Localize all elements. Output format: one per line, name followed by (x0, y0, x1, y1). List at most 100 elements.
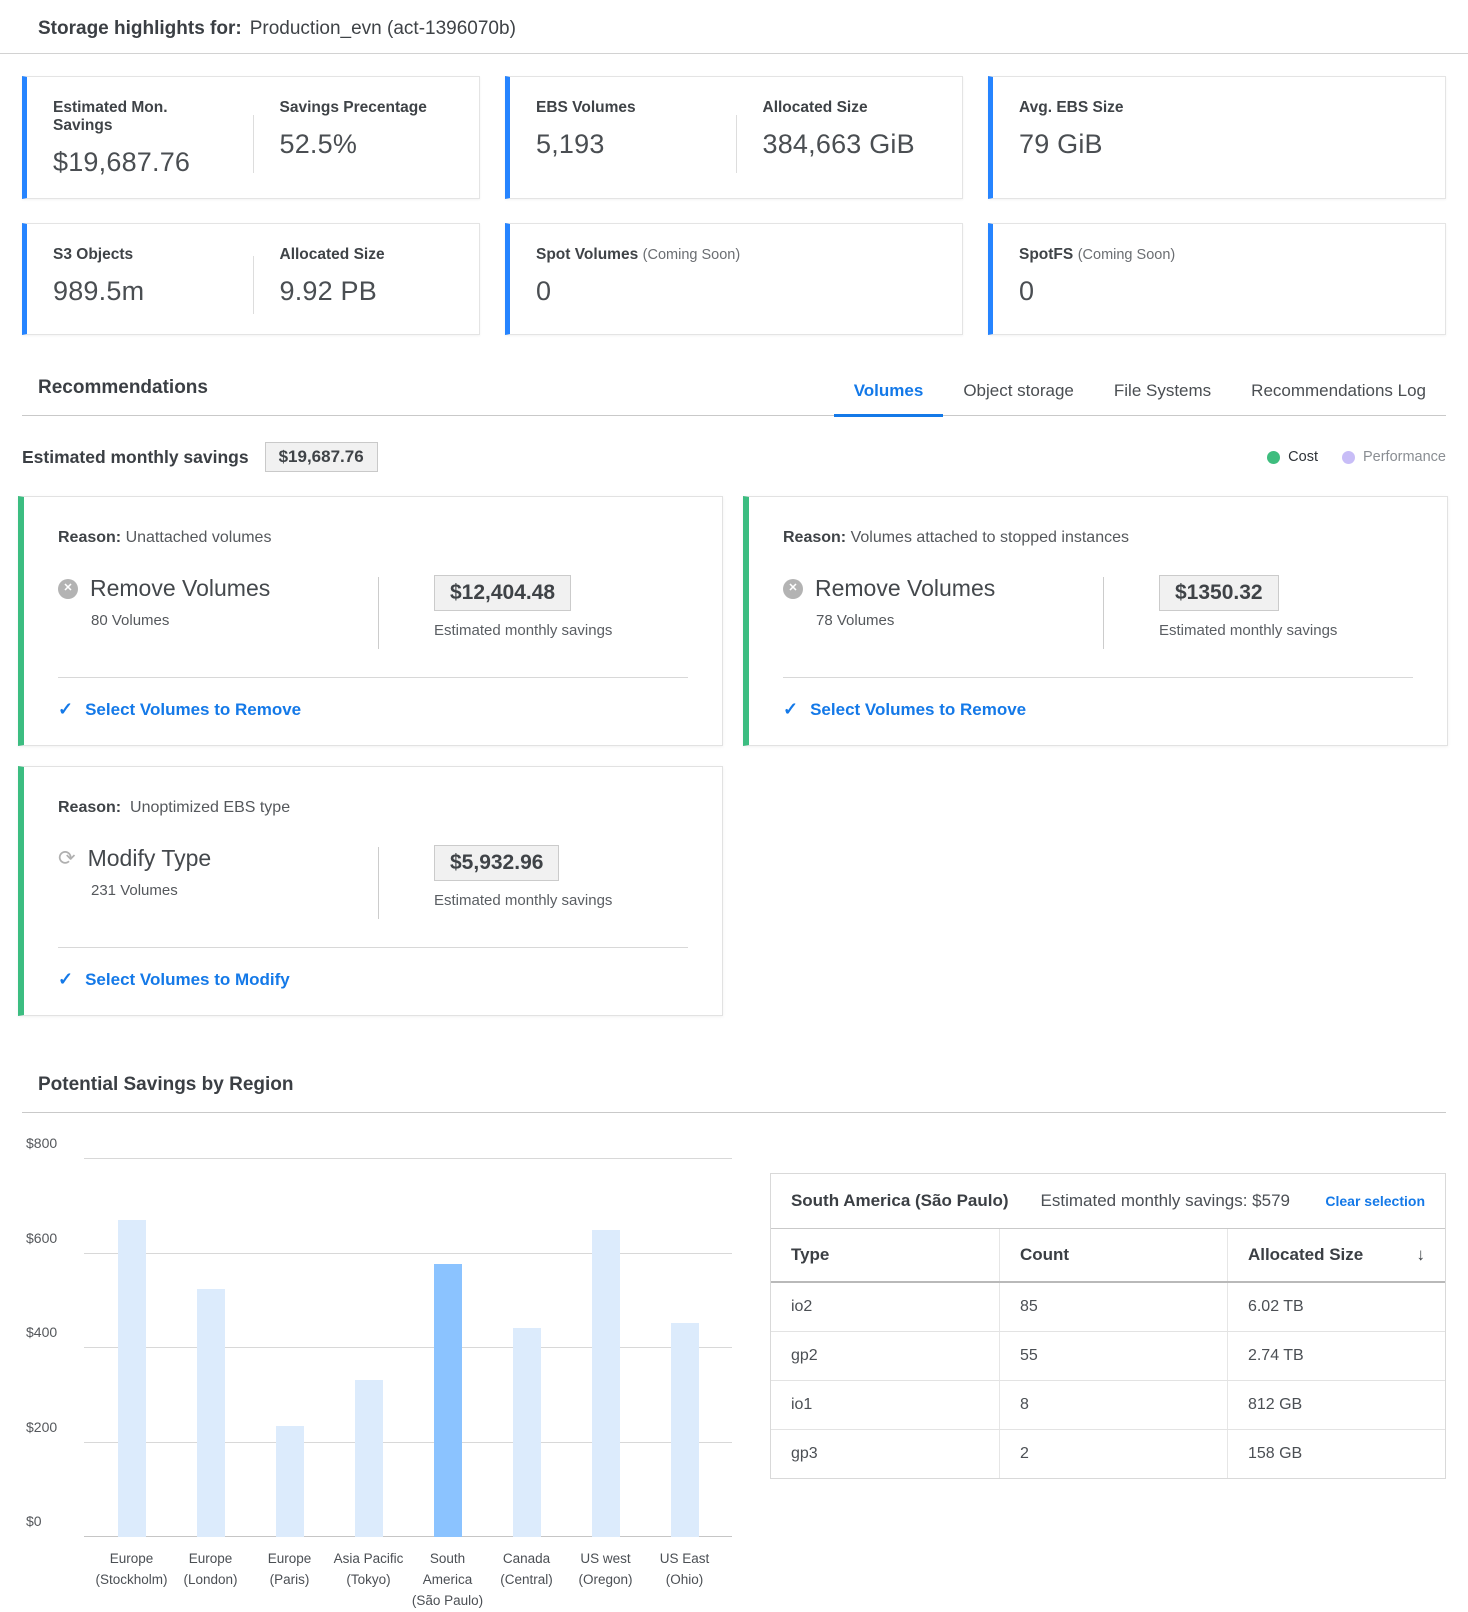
metric-est-mon-savings: Estimated Mon. Savings $19,687.76 (53, 99, 191, 177)
chart-y-tick: $400 (26, 1324, 58, 1340)
remove-circle-icon: ✕ (58, 578, 78, 599)
chart-bar[interactable] (250, 1159, 329, 1537)
tab-recommendations-log[interactable]: Recommendations Log (1251, 381, 1426, 400)
clear-selection-link[interactable]: Clear selection (1325, 1193, 1425, 1209)
metric-avg-ebs-size: Avg. EBS Size 79 GiB (1019, 99, 1124, 159)
tab-volumes[interactable]: Volumes (833, 371, 944, 417)
cost-dot-icon (1267, 450, 1281, 464)
chart-x-tick: Europe (London) (183, 1551, 238, 1587)
reason-text: Unattached volumes (125, 529, 272, 546)
region-detail-table: South America (São Paulo) Estimated mont… (769, 1173, 1446, 1479)
reason-text: Volumes attached to stopped instances (850, 529, 1129, 546)
savings-badge: $12,404.48 (434, 575, 572, 611)
select-volumes-remove-link[interactable]: ✓ Select Volumes to Remove (58, 699, 302, 719)
chart-bar[interactable] (487, 1159, 566, 1537)
metric-s3-objects: S3 Objects 989.5m (53, 246, 145, 306)
table-region-savings: Estimated monthly savings: $579 (1040, 1191, 1290, 1210)
chart-bar[interactable] (408, 1159, 487, 1537)
tab-file-systems[interactable]: File Systems (1113, 381, 1212, 400)
table-row: gp2 55 2.74 TB (770, 1332, 1445, 1381)
account-name: Production_evn (act-1396070b) (249, 18, 516, 39)
reason-label: Reason: (58, 799, 122, 816)
chart-bars (84, 1159, 732, 1537)
recommendation-cards: Reason: Unattached volumes ✕ Remove Volu… (18, 496, 1450, 746)
card-avg-ebs-size: Avg. EBS Size 79 GiB (988, 76, 1446, 199)
reason-label: Reason: (58, 529, 122, 546)
chart-bar[interactable] (329, 1159, 408, 1537)
chart-y-tick: $200 (26, 1418, 58, 1435)
rec-card-unattached: Reason: Unattached volumes ✕ Remove Volu… (18, 496, 723, 746)
chart-y-tick: $800 (26, 1135, 58, 1151)
volume-count: 231 Volumes (91, 882, 178, 899)
bar-fill (354, 1379, 383, 1537)
tab-object-storage[interactable]: Object storage (963, 381, 1074, 400)
table-region-title: South America (São Paulo) (790, 1191, 1009, 1210)
reason-label: Reason: (783, 529, 847, 546)
chart-gridline (84, 1347, 732, 1348)
metric-ebs-volumes: EBS Volumes 5,193 (536, 99, 636, 159)
chart-bar[interactable] (92, 1159, 171, 1537)
volume-count: 78 Volumes (816, 612, 895, 629)
bar-fill (591, 1229, 620, 1537)
action-title: Remove Volumes (90, 575, 271, 601)
chart-x-tick: US west (Oregon) (578, 1551, 633, 1587)
card-s3-objects: S3 Objects 989.5m Allocated Size 9.92 PB (22, 223, 480, 335)
rec-card-unoptimized-type: Reason: Unoptimized EBS type ⟳ Modify Ty… (18, 766, 723, 1016)
card-divider (1103, 577, 1104, 649)
summary-savings-badge: $19,687.76 (264, 442, 378, 472)
table-row: io1 8 812 GB (770, 1381, 1445, 1430)
metric-s3-allocated-size: Allocated Size 9.92 PB (279, 246, 385, 306)
check-icon: ✓ (58, 699, 74, 719)
performance-dot-icon (1341, 450, 1355, 464)
metric-divider (252, 114, 254, 173)
modify-refresh-icon: ⟳ (58, 847, 76, 870)
chart-x-tick: Canada (Central) (500, 1551, 553, 1587)
volume-count: 80 Volumes (91, 612, 170, 629)
rec-card-stopped-instances: Reason: Volumes attached to stopped inst… (743, 496, 1448, 746)
summary-label: Estimated monthly savings (22, 446, 249, 467)
action-title: Remove Volumes (815, 575, 996, 601)
chart-gridline (84, 1252, 732, 1254)
coming-soon-label: (Coming Soon) (1077, 247, 1176, 263)
page-header: Storage highlights for: Production_evn (a… (0, 0, 1468, 53)
card-spotfs: SpotFS (Coming Soon) 0 (988, 223, 1446, 335)
savings-caption: Estimated monthly savings (1159, 622, 1338, 639)
sort-desc-icon[interactable]: ↓ (1416, 1245, 1426, 1264)
region-section-divider (22, 1112, 1446, 1113)
bar-fill (117, 1220, 146, 1537)
metric-spotfs: SpotFS (Coming Soon) 0 (1019, 246, 1176, 306)
card-rule (783, 677, 1413, 678)
select-volumes-modify-link[interactable]: ✓ Select Volumes to Modify (58, 969, 290, 989)
page-title: Storage highlights for: (38, 18, 242, 39)
table-header-row: Type Count Allocated Size ↓ (770, 1229, 1445, 1283)
chart-bar[interactable] (645, 1159, 724, 1537)
recommendations-bar: Recommendations Volumes Object storage F… (22, 371, 1446, 417)
chart-gridline (84, 1441, 732, 1443)
chart-plot-area: $0 $200 $400 $600 $800 (26, 1135, 732, 1537)
legend: Cost Performance (1267, 449, 1446, 465)
metric-ebs-allocated-size: Allocated Size 384,663 GiB (762, 99, 915, 159)
card-ebs-volumes: EBS Volumes 5,193 Allocated Size 384,663… (505, 76, 963, 199)
check-icon: ✓ (783, 699, 799, 719)
chart-x-tick: South America (São Paulo) (411, 1551, 484, 1608)
savings-badge: $1350.32 (1159, 575, 1279, 611)
select-volumes-remove-link[interactable]: ✓ Select Volumes to Remove (783, 699, 1027, 719)
bar-fill (433, 1263, 462, 1537)
column-type: Type (790, 1245, 830, 1264)
chart-x-tick: US East (Ohio) (659, 1551, 710, 1587)
chart-bar[interactable] (566, 1159, 645, 1537)
table-row: io2 85 6.02 TB (770, 1283, 1445, 1332)
bar-fill (196, 1288, 225, 1537)
metric-spot-volumes: Spot Volumes (Coming Soon) 0 (536, 246, 741, 306)
chart-x-labels: Europe (Stockholm) Europe (London) Europe (Pa… (84, 1549, 732, 1612)
legend-cost: Cost (1267, 449, 1318, 465)
metric-divider (252, 256, 254, 314)
chart-bar[interactable] (171, 1159, 250, 1537)
card-divider (378, 847, 379, 919)
bar-fill (275, 1425, 304, 1537)
savings-caption: Estimated monthly savings (434, 622, 613, 639)
check-icon: ✓ (58, 969, 74, 989)
coming-soon-label: (Coming Soon) (642, 247, 741, 263)
legend-performance: Performance (1341, 449, 1446, 465)
column-allocated-size: Allocated Size ↓ (1226, 1229, 1445, 1281)
